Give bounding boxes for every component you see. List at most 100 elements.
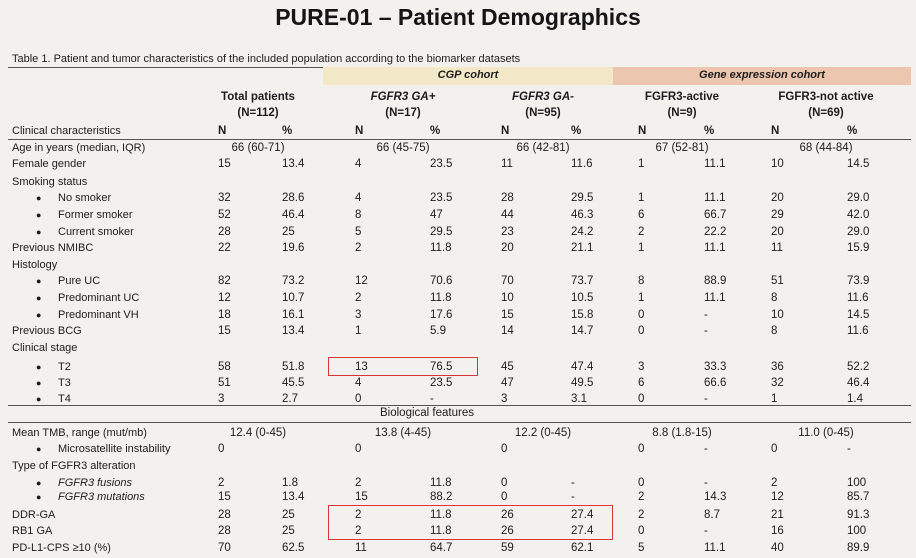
row-label: PD-L1-CPS ≥10 (%) bbox=[12, 542, 111, 554]
value-n: 10 bbox=[501, 292, 514, 304]
value-n: 0 bbox=[638, 477, 645, 489]
spanned-value: 8.8 (1.8-15) bbox=[652, 427, 712, 439]
value-n: 20 bbox=[501, 242, 514, 254]
value-n: 26 bbox=[501, 509, 514, 521]
value-n: 44 bbox=[501, 209, 514, 221]
value-pct: 62.1 bbox=[571, 542, 594, 554]
row-label: Clinical stage bbox=[12, 342, 78, 354]
value-n: 51 bbox=[771, 275, 784, 287]
value-n: 18 bbox=[218, 309, 231, 321]
value-n: 1 bbox=[638, 158, 645, 170]
value-n: 3 bbox=[501, 393, 508, 405]
value-n: 2 bbox=[355, 477, 362, 489]
value-n: 20 bbox=[771, 226, 784, 238]
section-divider bbox=[8, 405, 911, 406]
value-pct: 76.5 bbox=[430, 361, 453, 373]
row-label: Predominant VH bbox=[58, 309, 139, 321]
value-n: 1 bbox=[638, 242, 645, 254]
bullet-icon: ● bbox=[36, 276, 42, 286]
spanned-value: 66 (45-75) bbox=[376, 142, 430, 154]
value-n: 28 bbox=[218, 525, 231, 537]
bullet-icon: ● bbox=[36, 193, 42, 203]
column-header-name: Total patients bbox=[221, 91, 295, 103]
value-pct: - bbox=[704, 477, 708, 489]
value-n: 1 bbox=[771, 393, 778, 405]
value-pct: 62.5 bbox=[282, 542, 305, 554]
value-pct: 25 bbox=[282, 226, 295, 238]
value-n: 12 bbox=[218, 292, 231, 304]
subheader-pct: % bbox=[430, 125, 441, 137]
gene-expression-cohort-band: Gene expression cohort bbox=[613, 67, 911, 85]
value-pct: 11.8 bbox=[430, 525, 452, 537]
value-n: 0 bbox=[218, 443, 225, 455]
value-pct: 70.6 bbox=[430, 275, 453, 287]
column-header-name: FGFR3-active bbox=[644, 91, 720, 103]
value-pct: - bbox=[704, 325, 708, 337]
value-pct: 10.5 bbox=[571, 292, 594, 304]
value-n: 12 bbox=[355, 275, 368, 287]
value-n: 15 bbox=[218, 158, 231, 170]
value-n: 47 bbox=[501, 377, 514, 389]
value-n: 8 bbox=[771, 292, 778, 304]
row-label: Microsatellite instability bbox=[58, 443, 171, 455]
value-pct: 64.7 bbox=[430, 542, 453, 554]
value-pct: 33.3 bbox=[704, 361, 727, 373]
row-label: Previous NMIBC bbox=[12, 242, 94, 254]
subheader-n: N bbox=[638, 125, 647, 137]
clinical-characteristics-header: Clinical characteristics bbox=[12, 125, 121, 137]
bullet-icon: ● bbox=[36, 378, 42, 388]
value-n: 32 bbox=[218, 192, 231, 204]
value-pct: 88.2 bbox=[430, 491, 453, 503]
value-pct: 29.0 bbox=[847, 192, 870, 204]
value-n: 15 bbox=[218, 491, 231, 503]
value-n: 0 bbox=[355, 393, 362, 405]
spanned-value: 13.8 (4-45) bbox=[374, 427, 432, 439]
value-pct: 3.1 bbox=[571, 393, 587, 405]
value-pct: - bbox=[571, 491, 575, 503]
value-n: 4 bbox=[355, 377, 362, 389]
value-pct: 15.9 bbox=[847, 242, 870, 254]
value-pct: 2.7 bbox=[282, 393, 298, 405]
highlight-t2-ga-positive bbox=[328, 357, 478, 376]
value-pct: - bbox=[704, 443, 708, 455]
value-n: 5 bbox=[638, 542, 645, 554]
slide-title: PURE-01 – Patient Demographics bbox=[275, 4, 641, 30]
value-n: 58 bbox=[218, 361, 231, 373]
value-n: 10 bbox=[771, 309, 784, 321]
row-label: FGFR3 fusions bbox=[58, 477, 132, 489]
value-n: 23 bbox=[501, 226, 514, 238]
value-n: 6 bbox=[638, 377, 645, 389]
value-n: 1 bbox=[638, 292, 645, 304]
value-pct: 8.7 bbox=[704, 509, 720, 521]
value-pct: 51.8 bbox=[282, 361, 305, 373]
column-header-name: FGFR3 GA+ bbox=[370, 91, 436, 103]
value-n: 0 bbox=[638, 443, 645, 455]
value-n: 45 bbox=[501, 361, 514, 373]
spanned-value: 68 (44-84) bbox=[799, 142, 853, 154]
value-pct: 66.6 bbox=[704, 377, 727, 389]
value-n: 36 bbox=[771, 361, 784, 373]
value-pct: 29.5 bbox=[571, 192, 594, 204]
value-n: 20 bbox=[771, 192, 784, 204]
value-pct: 10.7 bbox=[282, 292, 305, 304]
value-pct: 100 bbox=[847, 525, 867, 537]
value-n: 0 bbox=[355, 443, 362, 455]
value-pct: 29.5 bbox=[430, 226, 453, 238]
value-pct: 45.5 bbox=[282, 377, 305, 389]
value-n: 3 bbox=[638, 361, 645, 373]
value-n: 82 bbox=[218, 275, 231, 287]
value-n: 0 bbox=[501, 443, 508, 455]
table-caption: Table 1. Patient and tumor characteristi… bbox=[12, 53, 521, 65]
value-pct: 66.7 bbox=[704, 209, 727, 221]
value-pct: - bbox=[704, 525, 708, 537]
value-pct: 28.6 bbox=[282, 192, 305, 204]
value-n: 8 bbox=[638, 275, 645, 287]
value-pct: 27.4 bbox=[571, 525, 594, 537]
value-n: 28 bbox=[218, 226, 231, 238]
value-pct: 11.1 bbox=[704, 542, 726, 554]
row-label: Mean TMB, range (mut/mb) bbox=[12, 427, 147, 439]
spanned-value: 12.2 (0-45) bbox=[514, 427, 572, 439]
value-pct: 49.5 bbox=[571, 377, 594, 389]
value-pct: 23.5 bbox=[430, 192, 453, 204]
